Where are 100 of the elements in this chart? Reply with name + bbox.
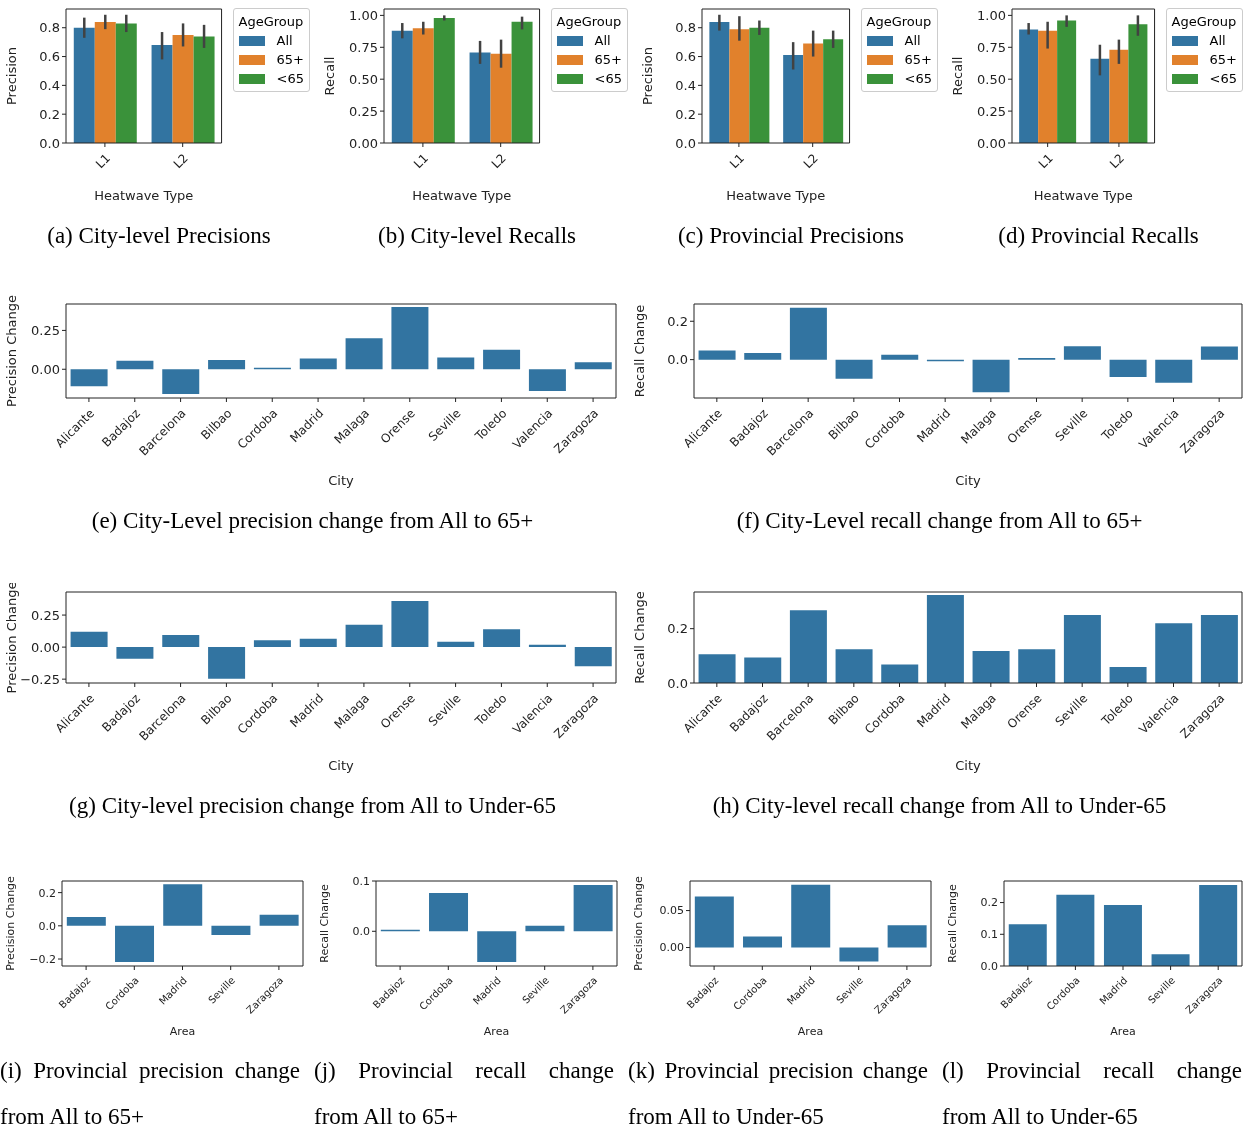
bar <box>1038 30 1058 143</box>
x-tick-label: L2 <box>488 151 509 172</box>
bar <box>391 600 429 648</box>
bar <box>163 884 203 926</box>
bar <box>259 914 299 926</box>
bar <box>749 27 770 143</box>
bar <box>1200 615 1238 683</box>
y-tick-label: 1.00 <box>349 8 378 23</box>
text: (g) City-level precision change from All to Under-65 <box>68 792 557 820</box>
bar <box>162 634 200 648</box>
bar <box>972 359 1010 393</box>
legend-label: 65+ <box>276 51 304 69</box>
bar <box>791 884 831 948</box>
legend-label: All <box>1209 32 1226 50</box>
bar <box>429 893 469 932</box>
y-axis-title: Recall <box>322 56 337 96</box>
x-axis-title: Area <box>483 1025 510 1038</box>
y-tick-label: 0.00 <box>349 135 378 151</box>
bar <box>437 357 475 370</box>
bar <box>299 358 337 370</box>
bar <box>709 21 730 143</box>
y-tick-label: 0.05 <box>659 904 684 918</box>
y-tick-label: 0.00 <box>659 941 684 955</box>
bar <box>744 353 782 360</box>
y-tick-label: 0.2 <box>667 621 688 637</box>
bar <box>839 947 879 962</box>
bar <box>1063 615 1101 683</box>
y-tick-label: 1.00 <box>977 8 1006 23</box>
bar <box>803 43 824 143</box>
bar <box>744 657 782 683</box>
x-axis-title: Heatwave Type <box>412 188 512 203</box>
bar <box>483 349 521 370</box>
bar <box>1056 894 1095 966</box>
y-axis-title: Precision <box>4 46 19 106</box>
y-axis-title: Precision Change <box>4 295 19 407</box>
bar <box>823 39 844 143</box>
y-tick-label: 0.6 <box>39 49 60 65</box>
x-tick-label: L1 <box>410 151 431 172</box>
y-axis-title: Precision Change <box>4 875 17 971</box>
y-tick-label: 0.75 <box>349 39 378 55</box>
bar <box>574 647 612 667</box>
bar <box>1199 885 1238 966</box>
x-axis-title: City <box>955 473 982 488</box>
y-tick-label: 0.2 <box>980 896 998 910</box>
bar <box>345 624 383 648</box>
y-tick-label: 0.50 <box>977 71 1006 87</box>
y-tick-label: 0.00 <box>31 361 60 377</box>
bar <box>70 631 108 648</box>
y-tick-label: 0.0 <box>667 352 688 368</box>
y-tick-label: 0.1 <box>352 874 370 888</box>
y-tick-label: −0.25 <box>20 671 60 687</box>
text: (f) City-Level recall change from All to 65+ <box>735 507 1144 535</box>
y-tick-label: 0.0 <box>39 135 60 151</box>
bar <box>433 17 455 143</box>
y-tick-label: 0.25 <box>31 323 60 339</box>
x-axis-title: Area <box>797 1025 824 1038</box>
bar <box>789 610 827 683</box>
bar <box>490 53 512 143</box>
bar <box>115 925 155 963</box>
y-axis-title: Precision Change <box>4 581 19 694</box>
y-tick-label: 0.2 <box>667 313 688 329</box>
bar <box>391 30 413 143</box>
bar <box>1200 346 1238 360</box>
bar <box>1155 359 1193 383</box>
y-tick-label: 0.2 <box>39 106 60 122</box>
text: (a) City-level Precisions <box>46 222 272 250</box>
bar <box>70 369 108 387</box>
bar <box>1090 58 1110 143</box>
y-tick-label: 0.4 <box>39 77 60 93</box>
bar <box>162 369 200 395</box>
bar <box>1109 359 1147 377</box>
y-axis-title: Recall Change <box>946 884 959 963</box>
bar <box>412 28 434 143</box>
text: (b) City-level Recalls <box>377 222 577 250</box>
text: (d) Provincial Recalls <box>997 222 1200 250</box>
y-tick-label: 0.25 <box>349 103 378 119</box>
legend-label: <65 <box>276 70 304 88</box>
bar <box>698 350 736 360</box>
bar <box>972 650 1010 683</box>
y-tick-label: 0.0 <box>38 919 56 933</box>
bar <box>1008 924 1047 966</box>
y-tick-label: 0.50 <box>349 71 378 87</box>
x-tick-label: L2 <box>800 151 821 172</box>
bar <box>1019 29 1039 143</box>
bar <box>1057 20 1077 143</box>
bar <box>299 638 337 648</box>
x-axis-title: Heatwave Type <box>726 188 826 203</box>
bar <box>208 647 246 679</box>
bar <box>483 629 521 648</box>
bar <box>574 362 612 370</box>
bar <box>743 936 783 948</box>
bar <box>729 29 750 143</box>
bar <box>437 641 475 648</box>
y-tick-label: 0.25 <box>31 607 60 623</box>
text: (c) Provincial Precisions <box>676 222 906 250</box>
bar <box>881 664 919 683</box>
bar <box>1109 49 1129 143</box>
legend-label: <65 <box>594 70 622 88</box>
y-axis-title: Recall Change <box>318 884 331 963</box>
x-axis-title: Heatwave Type <box>1033 188 1133 203</box>
